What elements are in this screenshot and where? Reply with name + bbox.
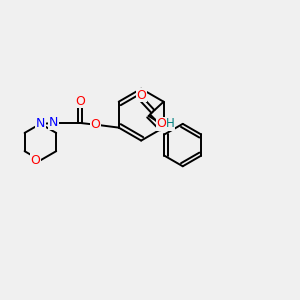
Text: N: N: [49, 116, 58, 129]
Text: H: H: [165, 117, 174, 130]
Text: O: O: [90, 118, 100, 131]
Text: O: O: [156, 117, 166, 130]
Text: O: O: [75, 94, 85, 108]
Text: O: O: [136, 89, 146, 102]
Text: O: O: [30, 154, 40, 167]
Text: N: N: [36, 117, 45, 130]
